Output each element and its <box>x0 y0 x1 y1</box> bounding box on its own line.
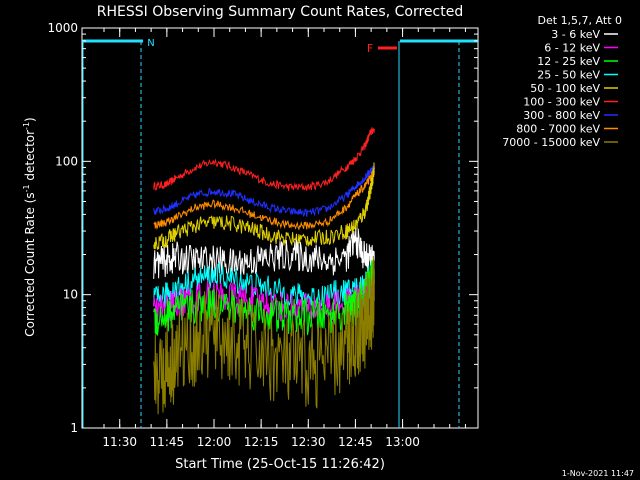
chart-title: RHESSI Observing Summary Count Rates, Co… <box>97 4 463 20</box>
y-axis-label-sup2: -1 <box>22 122 31 130</box>
x-tick-label: 11:45 <box>150 435 185 449</box>
series-line <box>153 228 375 279</box>
plot-area <box>81 27 479 429</box>
y-axis-label-sup1: -1 <box>22 184 31 192</box>
x-tick-label: 11:30 <box>102 435 137 449</box>
legend-label: 25 - 50 keV <box>537 69 600 82</box>
legend-label: 7000 - 15000 keV <box>502 136 600 149</box>
x-tick-label: 12:00 <box>197 435 232 449</box>
y-axis-label-main: Corrected Count Rate (s <box>23 192 37 336</box>
series-line <box>153 162 375 250</box>
flare-marker-label: F <box>367 42 373 55</box>
timestamp-label: 1-Nov-2021 11:47 <box>562 469 634 478</box>
y-tick-label: 1000 <box>47 21 78 35</box>
y-tick-label: 10 <box>63 288 78 302</box>
legend-label: 800 - 7000 keV <box>516 123 600 136</box>
x-tick-label: 13:00 <box>385 435 420 449</box>
series-line <box>153 255 375 415</box>
x-tick-label: 12:15 <box>244 435 279 449</box>
x-axis-ticks: 11:30 11:45 12:00 12:15 12:30 12:45 13:00 <box>102 28 466 449</box>
legend-label: 6 - 12 keV <box>544 42 600 55</box>
series-curves <box>153 127 375 415</box>
series-line <box>153 165 375 218</box>
y-axis-ticks: 1 10 100 1000 <box>47 21 478 435</box>
x-tick-label: 12:30 <box>291 435 326 449</box>
legend-label: 50 - 100 keV <box>530 82 600 95</box>
y-axis-label-end: ) <box>23 117 37 122</box>
legend-label: 300 - 800 keV <box>523 109 600 122</box>
legend-label: 3 - 6 keV <box>551 28 600 41</box>
legend-label: 12 - 25 keV <box>537 55 600 68</box>
y-axis-label-mid: detector <box>23 130 37 185</box>
x-tick-label: 12:45 <box>338 435 373 449</box>
y-axis-label: Corrected Count Rate (s-1 detector-1) <box>22 117 37 336</box>
x-axis-label: Start Time (25-Oct-15 11:26:42) <box>175 457 385 472</box>
night-marker-label: N <box>147 38 154 49</box>
y-tick-label: 1 <box>70 421 78 435</box>
series-line <box>153 167 375 231</box>
plot-frame <box>81 27 479 429</box>
legend-label: 100 - 300 keV <box>523 96 600 109</box>
y-tick-label: 100 <box>55 154 78 168</box>
legend-header: Det 1,5,7, Att 0 <box>538 14 622 27</box>
series-line <box>153 127 375 191</box>
